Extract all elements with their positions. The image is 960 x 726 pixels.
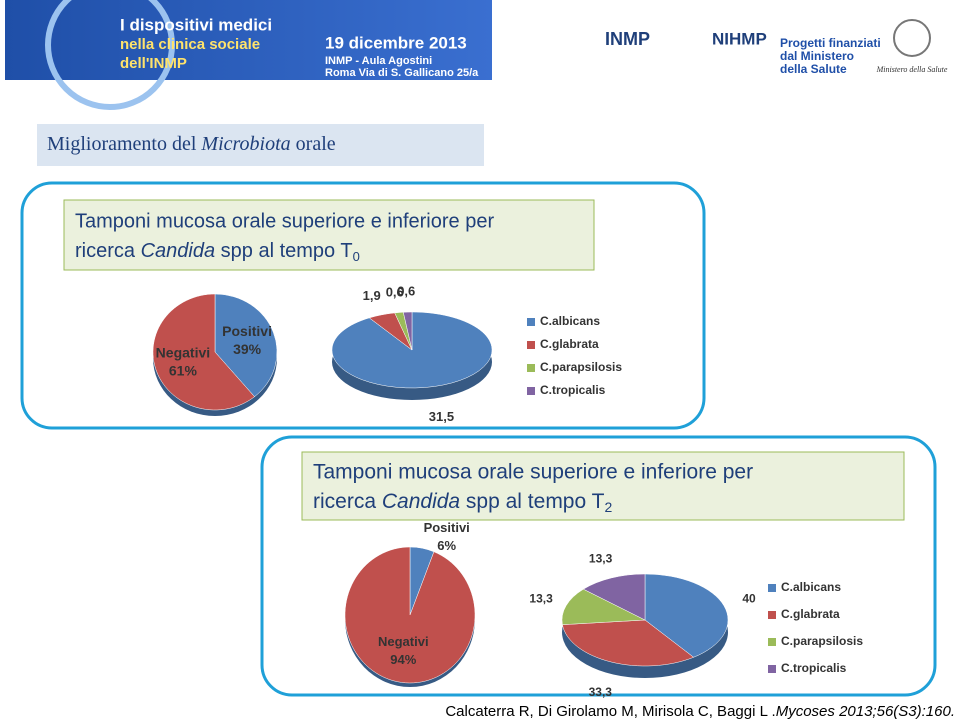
legend-swatch: [768, 665, 776, 673]
legend-swatch: [527, 341, 535, 349]
legend-swatch: [768, 584, 776, 592]
funding-line: della Salute: [780, 62, 847, 76]
title-box: [37, 124, 484, 166]
pie-slice: [152, 293, 255, 411]
caption-line: ricerca Candida spp al tempo T2: [313, 490, 612, 515]
legend-label: C.parapsilosis: [540, 360, 622, 374]
legend-label: C.albicans: [781, 580, 841, 594]
pie-slice: [344, 546, 476, 684]
slice-value: 1,9: [363, 288, 381, 303]
caption-text: ricerca: [75, 240, 141, 262]
date: 19 dicembre 2013: [325, 33, 467, 52]
caption-box: [63, 199, 595, 271]
caption-line: Tamponi mucosa orale superiore e inferio…: [313, 461, 753, 484]
header-banner: [5, 0, 492, 80]
slice-category: Positivi: [222, 323, 272, 339]
caption-line: ricerca Candida spp al tempo T0: [75, 240, 360, 264]
caption-line: Tamponi mucosa orale superiore e inferio…: [75, 210, 494, 232]
event-line: nella clinica sociale: [120, 36, 260, 53]
funding-line: Progetti finanziati: [780, 36, 881, 50]
slice-value: 13,3: [589, 551, 613, 565]
caption-subscript: 0: [353, 249, 360, 264]
legend-label: C.tropicalis: [781, 661, 847, 675]
slice-value: 31,5: [429, 409, 454, 424]
legend-label: C.parapsilosis: [781, 634, 863, 648]
legend-label: C.glabrata: [781, 607, 840, 621]
caption-text: spp al tempo T: [460, 490, 605, 513]
caption-text: Candida: [141, 240, 216, 262]
legend-label: C.glabrata: [540, 337, 599, 351]
logo-strip: [575, 10, 895, 78]
slice-category: Positivi: [424, 520, 470, 535]
legend-swatch: [527, 364, 535, 372]
pie-slice: [214, 293, 278, 398]
slice-value: 0,6: [386, 284, 404, 299]
emblem: [893, 19, 931, 57]
caption-text: spp al tempo T: [215, 240, 352, 262]
citation: Calcaterra R, Di Girolamo M, Mirisola C,…: [445, 703, 955, 720]
slice-category: Negativi: [378, 634, 429, 649]
slice-value: 6%: [437, 538, 456, 553]
slice-value: 33,3: [589, 685, 613, 699]
caption-text: Candida: [382, 490, 460, 513]
address: Roma Via di S. Gallicano 25/a: [325, 67, 479, 79]
caption-text: ricerca: [313, 490, 382, 513]
legend-swatch: [527, 387, 535, 395]
legend-label: C.albicans: [540, 314, 600, 328]
citation-text: Calcaterra R, Di Girolamo M, Mirisola C,…: [445, 703, 775, 720]
funding-line: dal Ministero: [780, 49, 854, 63]
legend-label: C.tropicalis: [540, 383, 606, 397]
legend-swatch: [768, 611, 776, 619]
citation-text: Mycoses 2013;56(S3):160.: [776, 703, 955, 720]
slice-value: 0,6: [397, 284, 415, 299]
caption-box: [301, 451, 905, 521]
venue: INMP - Aula Agostini: [325, 55, 432, 67]
legend-swatch: [527, 318, 535, 326]
event-line: dell'INMP: [120, 55, 187, 72]
slice-value: 40: [742, 592, 756, 606]
banner-ring: [45, 0, 175, 110]
pie-slice: [402, 311, 413, 351]
event-title: I dispositivi medici nella clinica socia…: [120, 15, 272, 71]
logo-inmp: INMP: [605, 29, 650, 49]
slide-title: Miglioramento del Microbiota orale: [47, 133, 336, 155]
pie-slice: [561, 588, 646, 625]
pie-slice: [562, 619, 695, 667]
slice-value: 61%: [169, 363, 198, 379]
logo-nihmp: NIHMP: [712, 29, 767, 48]
ministry: Ministero della Salute: [876, 65, 948, 74]
event-line: I dispositivi medici: [120, 15, 272, 34]
slice-value: 13,3: [529, 591, 553, 605]
slice-value: 94%: [390, 652, 416, 667]
slice-value: 39%: [233, 341, 262, 357]
title-text: Microbiota: [200, 133, 290, 155]
pie-slice: [644, 573, 729, 658]
legend-swatch: [768, 638, 776, 646]
pie-slice: [582, 573, 646, 621]
caption-subscript: 2: [604, 499, 612, 515]
title-text: orale: [291, 133, 336, 155]
title-text: Miglioramento del: [47, 133, 201, 155]
slice-category: Negativi: [156, 345, 210, 361]
